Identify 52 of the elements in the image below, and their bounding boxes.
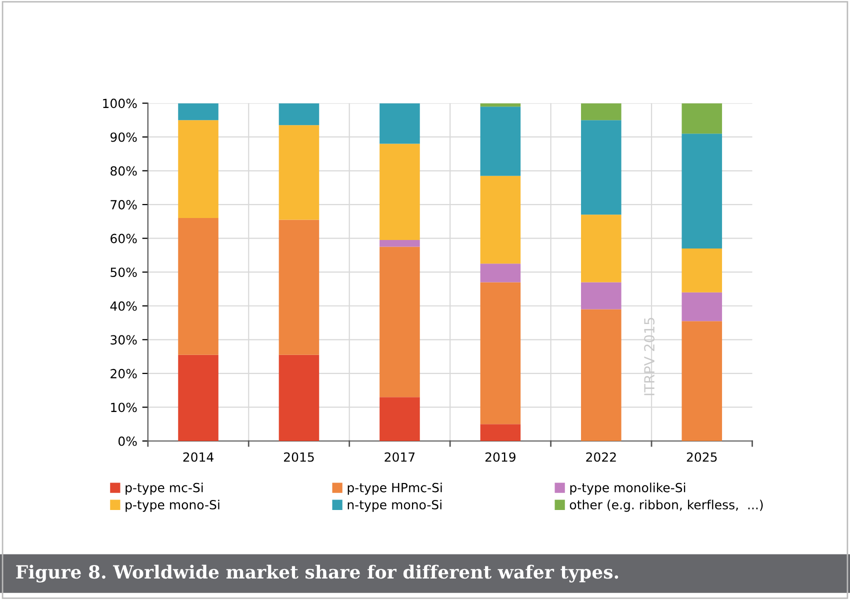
y-tick-label: 30% [110, 335, 137, 345]
bar [380, 144, 420, 240]
bar [380, 240, 420, 247]
x-tick-label: 2022 [586, 452, 616, 462]
bar [480, 282, 521, 424]
legend-label: p-type HPmc-Si [348, 482, 442, 495]
bar [480, 176, 521, 264]
bar [682, 134, 722, 248]
bar [480, 424, 521, 441]
bar [682, 321, 722, 441]
x-tick-label: 2025 [686, 452, 717, 462]
y-tick-label: 90% [110, 132, 137, 142]
legend-label: p-type mc-Si [126, 482, 203, 495]
y-tick-label: 100% [103, 98, 137, 108]
bar [480, 264, 521, 282]
bar [278, 220, 320, 355]
bar [178, 218, 218, 355]
bar [278, 103, 320, 126]
y-tick-label: 0% [118, 436, 137, 446]
bar [581, 120, 622, 215]
bar [682, 248, 722, 292]
bar [278, 354, 320, 441]
x-tick-label: 2019 [485, 452, 516, 462]
bar [581, 103, 622, 120]
y-tick-label: 60% [110, 234, 137, 244]
y-tick-label: 50% [110, 268, 137, 278]
y-tick-label: 10% [111, 402, 137, 412]
legend-label: n-type mono-Si [348, 500, 442, 512]
bar [178, 103, 218, 120]
bar [682, 292, 722, 322]
bar [380, 103, 420, 144]
legend-label: other (e.g. ribbon, kerfless, ...) [570, 500, 763, 512]
bar [581, 282, 622, 310]
bar [682, 103, 722, 134]
legend-label: p-type mono-Si [126, 500, 220, 512]
bar [480, 106, 521, 176]
text: Figure 8. Worldwide market share for different wafer types. [16, 564, 618, 582]
y-tick-label: 70% [110, 200, 137, 210]
x-tick-label: 2014 [183, 452, 214, 462]
bar [278, 125, 320, 220]
bar [380, 397, 420, 441]
y-tick-label: 40% [110, 301, 137, 311]
bar [581, 214, 622, 282]
y-tick-label: 20% [110, 368, 137, 378]
bar [178, 120, 218, 218]
bar [380, 246, 420, 398]
x-tick-label: 2015 [284, 452, 314, 462]
bar [178, 354, 218, 441]
bar [581, 309, 622, 441]
legend-label: p-type monolike-Si [570, 482, 686, 495]
y-tick-label: 80% [110, 166, 137, 176]
x-tick-label: 2017 [384, 452, 415, 462]
